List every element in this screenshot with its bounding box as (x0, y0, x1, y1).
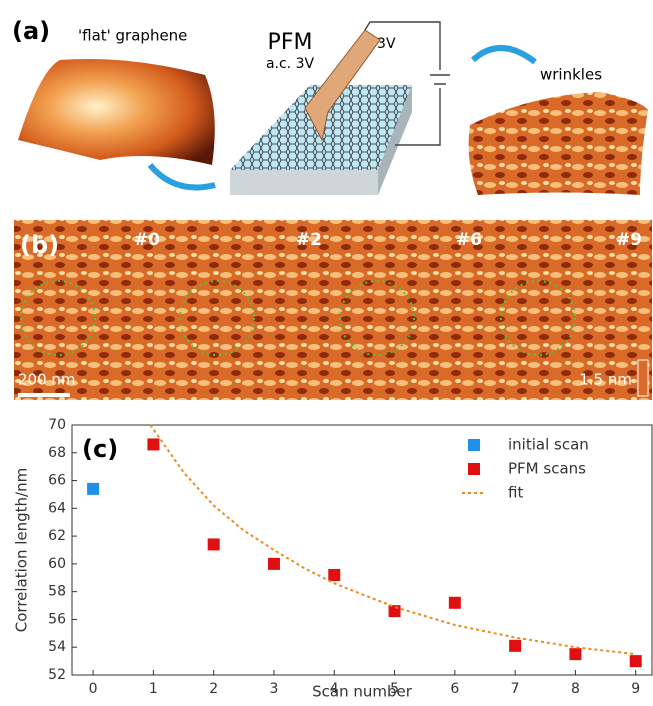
x-tick-label: 8 (571, 681, 580, 697)
x-tick-label: 3 (270, 681, 279, 697)
marker (328, 569, 340, 581)
panel-label: (c) (82, 435, 118, 463)
y-tick-label: 70 (48, 417, 66, 433)
marker (449, 597, 461, 609)
marker (569, 648, 581, 660)
wrinkled-surface (469, 92, 648, 195)
panel-b: (b) #0 #2 #6 #9 200 nm 1.5 nm (14, 220, 652, 400)
y-tick-label: 52 (48, 667, 66, 683)
caption: 'flat' graphene (78, 27, 187, 45)
caption: wrinkles (540, 66, 602, 84)
substrate-side (230, 170, 378, 195)
panel-label: (b) (20, 231, 59, 259)
x-tick-label: 9 (631, 681, 640, 697)
y-tick-label: 58 (48, 584, 66, 600)
x-tick-label: 4 (330, 681, 339, 697)
y-tick-label: 60 (48, 556, 66, 572)
legend-label: initial scan (508, 436, 589, 454)
x-tick-label: 2 (209, 681, 218, 697)
scan-number: #0 (134, 230, 160, 250)
marker (268, 558, 280, 570)
arrow (150, 165, 215, 188)
ac-voltage: a.c. 3V (266, 56, 315, 72)
y-tick-label: 64 (48, 500, 66, 516)
panel-a: (a) 'flat' graphene PFM a.c. 3V -3V wrin… (12, 17, 648, 195)
marker (208, 538, 220, 550)
legend-swatch (468, 463, 480, 475)
marker (630, 655, 642, 667)
arrow (473, 48, 535, 62)
x-tick-label: 1 (149, 681, 158, 697)
figure: (a) 'flat' graphene PFM a.c. 3V -3V wrin… (0, 0, 653, 702)
legend-label: PFM scans (508, 460, 586, 478)
x-tick-label: 5 (390, 681, 399, 697)
method: PFM (268, 30, 313, 55)
color-bar (638, 360, 648, 396)
y-tick-label: 66 (48, 473, 66, 489)
height-scale: 1.5 nm (579, 371, 632, 389)
y-tick-label: 68 (48, 445, 66, 461)
x-tick-label: 7 (511, 681, 520, 697)
marker (389, 605, 401, 617)
legend-swatch (468, 439, 480, 451)
legend-label: fit (508, 484, 523, 502)
marker (147, 438, 159, 450)
scale-bar-label: 200 nm (18, 371, 76, 389)
marker (509, 640, 521, 652)
scale-bar (18, 393, 70, 397)
x-tick-label: 0 (89, 681, 98, 697)
scan-number: #6 (456, 230, 482, 250)
marker (87, 483, 99, 495)
y-tick-label: 56 (48, 611, 66, 627)
x-tick-label: 6 (450, 681, 459, 697)
scan-number: #9 (616, 230, 642, 250)
y-axis-label: Correlation length/nm (13, 468, 31, 632)
scan-number: #2 (296, 230, 322, 250)
flat-surface (18, 59, 215, 165)
panel-label: (a) (12, 17, 50, 45)
y-tick-label: 62 (48, 528, 66, 544)
y-tick-label: 54 (48, 639, 66, 655)
